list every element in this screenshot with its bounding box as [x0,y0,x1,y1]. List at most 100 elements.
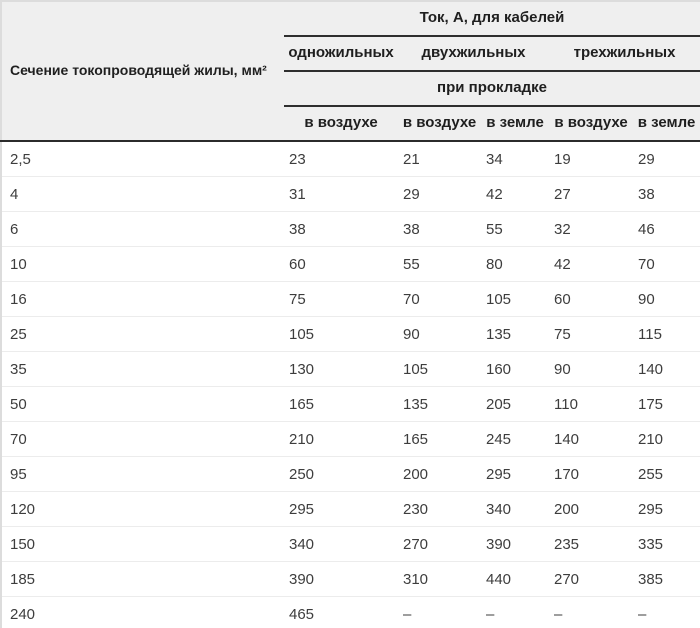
table-row: 240 465 – – – – [1,596,700,628]
value-cell: 31 [284,176,398,212]
value-cell: 19 [549,141,633,177]
value-cell: 340 [284,526,398,562]
table-row: 70 210 165 245 140 210 [1,421,700,457]
value-cell: 60 [549,281,633,317]
value-cell: – [549,596,633,628]
header-row-condition: при прокладке [1,71,700,107]
value-cell: 250 [284,456,398,492]
value-cell: 32 [549,211,633,247]
section-cell: 240 [1,596,284,628]
section-cell: 70 [1,421,284,457]
value-cell: 55 [481,211,549,247]
value-cell: – [633,596,700,628]
condition-header: при прокладке [284,71,700,107]
section-cell: 95 [1,456,284,492]
value-cell: 175 [633,386,700,422]
table-row: 16 75 70 105 60 90 [1,281,700,317]
value-cell: 70 [633,246,700,282]
value-cell: – [481,596,549,628]
section-cell: 50 [1,386,284,422]
value-cell: 110 [549,386,633,422]
value-cell: 270 [398,526,481,562]
value-cell: 390 [284,561,398,597]
table-row: 35 130 105 160 90 140 [1,351,700,387]
value-cell: – [398,596,481,628]
value-cell: 46 [633,211,700,247]
section-cell: 25 [1,316,284,352]
value-cell: 80 [481,246,549,282]
header-row-groups: одножильных двухжильных трехжильных [1,36,700,72]
value-cell: 210 [284,421,398,457]
value-cell: 270 [549,561,633,597]
value-cell: 21 [398,141,481,177]
value-cell: 27 [549,176,633,212]
table-body: 2,5 23 21 34 19 29 4 31 29 42 27 38 6 38… [1,141,700,628]
section-cell: 16 [1,281,284,317]
value-cell: 90 [549,351,633,387]
table-row: 25 105 90 135 75 115 [1,316,700,352]
value-cell: 38 [633,176,700,212]
column-header-air-3: в воздухе [549,106,633,142]
value-cell: 38 [284,211,398,247]
table-row: 10 60 55 80 42 70 [1,246,700,282]
value-cell: 42 [481,176,549,212]
value-cell: 38 [398,211,481,247]
value-cell: 390 [481,526,549,562]
value-cell: 205 [481,386,549,422]
group-header-single-core: одножильных [284,36,398,72]
value-cell: 230 [398,491,481,527]
table-row: 95 250 200 295 170 255 [1,456,700,492]
value-cell: 255 [633,456,700,492]
value-cell: 295 [633,491,700,527]
value-cell: 295 [481,456,549,492]
value-cell: 105 [398,351,481,387]
value-cell: 200 [398,456,481,492]
header-row-columns: в воздухе в воздухе в земле в воздухе в … [1,106,700,142]
table-header: Сечение токопроводящей жилы, мм² Ток, А,… [1,1,700,142]
table-row: 50 165 135 205 110 175 [1,386,700,422]
section-cell: 35 [1,351,284,387]
value-cell: 210 [633,421,700,457]
group-header-two-core: двухжильных [398,36,549,72]
value-cell: 135 [398,386,481,422]
value-cell: 23 [284,141,398,177]
section-cell: 150 [1,526,284,562]
table-row: 4 31 29 42 27 38 [1,176,700,212]
table-row: 2,5 23 21 34 19 29 [1,141,700,177]
section-cell: 4 [1,176,284,212]
value-cell: 140 [549,421,633,457]
value-cell: 235 [549,526,633,562]
column-header-ground-1: в земле [481,106,549,142]
value-cell: 310 [398,561,481,597]
value-cell: 135 [481,316,549,352]
section-cell: 185 [1,561,284,597]
value-cell: 105 [481,281,549,317]
value-cell: 42 [549,246,633,282]
value-cell: 105 [284,316,398,352]
value-cell: 75 [549,316,633,352]
value-cell: 165 [398,421,481,457]
table-row: 150 340 270 390 235 335 [1,526,700,562]
value-cell: 115 [633,316,700,352]
value-cell: 335 [633,526,700,562]
column-header-air-2: в воздухе [398,106,481,142]
value-cell: 140 [633,351,700,387]
corner-header: Сечение токопроводящей жилы, мм² [1,1,284,142]
value-cell: 29 [633,141,700,177]
group-header-three-core: трехжильных [549,36,700,72]
column-header-ground-2: в земле [633,106,700,142]
value-cell: 165 [284,386,398,422]
value-cell: 90 [398,316,481,352]
value-cell: 90 [633,281,700,317]
value-cell: 385 [633,561,700,597]
table-row: 120 295 230 340 200 295 [1,491,700,527]
section-cell: 6 [1,211,284,247]
value-cell: 440 [481,561,549,597]
value-cell: 70 [398,281,481,317]
value-cell: 60 [284,246,398,282]
section-cell: 120 [1,491,284,527]
value-cell: 465 [284,596,398,628]
section-cell: 2,5 [1,141,284,177]
